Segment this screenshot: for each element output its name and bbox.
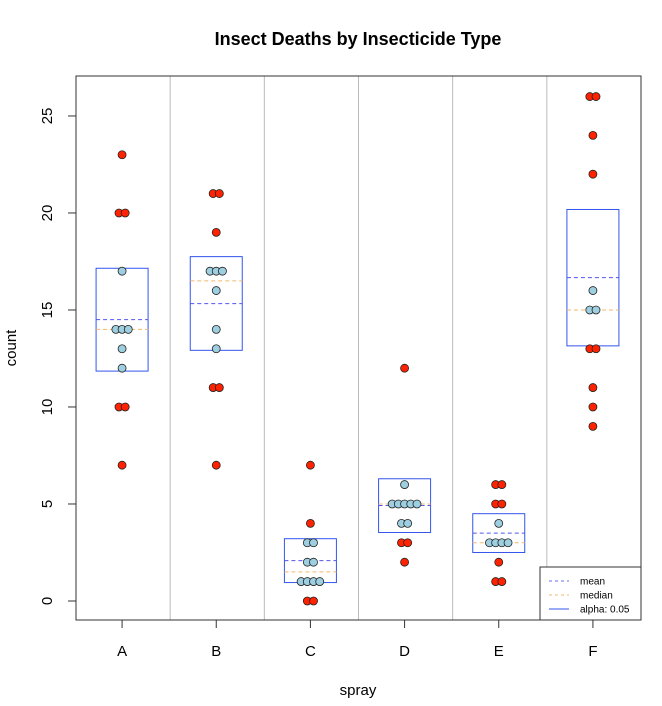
- y-tick-label: 5: [39, 500, 56, 508]
- legend-label: alpha: 0.05: [580, 605, 630, 616]
- x-tick-label: E: [494, 643, 504, 660]
- data-point-inside: [403, 518, 413, 528]
- data-point-outside: [494, 557, 504, 567]
- data-point-outside: [120, 208, 130, 218]
- data-point-outside: [591, 92, 601, 101]
- group-separators: [169, 76, 548, 620]
- x-tick-label: C: [305, 643, 316, 660]
- x-axis-label: spray: [340, 682, 377, 699]
- y-tick-label: 10: [39, 399, 56, 416]
- y-tick-label: 25: [39, 108, 56, 125]
- data-point-outside: [403, 538, 413, 548]
- data-point-outside: [588, 402, 598, 412]
- data-point-outside: [588, 130, 598, 140]
- data-point-outside: [588, 421, 598, 431]
- data-point-outside: [309, 596, 318, 606]
- y-axis: 0 5 10 15 20 25: [39, 108, 76, 605]
- data-point-inside: [315, 577, 325, 586]
- data-point-outside: [588, 383, 598, 392]
- chart-title: Insect Deaths by Insecticide Type: [215, 29, 502, 49]
- data-point-inside: [218, 266, 227, 276]
- data-point-inside: [309, 557, 318, 567]
- data-point-outside: [211, 460, 221, 470]
- y-axis-label: count: [3, 329, 20, 367]
- data-point-outside: [214, 383, 224, 392]
- data-point-inside: [117, 363, 127, 373]
- data-point-inside: [123, 324, 133, 334]
- data-point-outside: [306, 518, 315, 528]
- x-tick-label: D: [399, 643, 410, 660]
- data-point-inside: [503, 538, 513, 548]
- data-point-outside: [497, 480, 507, 489]
- data-point-outside: [591, 344, 601, 354]
- plot-frame: [75, 75, 642, 621]
- y-tick-label: 15: [39, 302, 56, 319]
- x-tick-label: F: [588, 643, 597, 660]
- data-point-outside: [400, 363, 409, 373]
- ci-boxes: [95, 208, 620, 584]
- legend: mean median alpha: 0.05: [539, 566, 642, 621]
- data-point-inside: [588, 286, 598, 295]
- data-point-outside: [117, 460, 127, 470]
- data-point-outside: [497, 577, 507, 586]
- data-point-inside: [309, 538, 318, 548]
- data-point-inside: [494, 518, 504, 528]
- data-point-inside: [211, 344, 221, 354]
- data-point-outside: [214, 189, 224, 198]
- data-point-outside: [306, 460, 315, 470]
- legend-box: [539, 566, 642, 621]
- x-tick-label: A: [117, 643, 127, 660]
- data-point-inside: [211, 286, 221, 295]
- data-point-outside: [211, 227, 221, 237]
- y-tick-label: 0: [39, 597, 56, 605]
- data-point-inside: [117, 344, 127, 354]
- data-point-inside: [117, 266, 127, 276]
- data-point-inside: [412, 499, 422, 509]
- data-points: [111, 92, 601, 606]
- data-point-inside: [591, 305, 601, 315]
- data-point-outside: [117, 150, 127, 160]
- data-point-outside: [497, 499, 507, 509]
- data-point-outside: [400, 557, 409, 567]
- data-point-outside: [588, 169, 598, 179]
- legend-label: mean: [580, 577, 605, 588]
- data-point-outside: [120, 402, 130, 412]
- x-axis: A B C D E F: [117, 620, 598, 660]
- data-point-inside: [400, 480, 409, 489]
- data-point-inside: [211, 324, 221, 334]
- legend-label: median: [580, 591, 613, 602]
- x-tick-label: B: [211, 643, 221, 660]
- y-tick-label: 20: [39, 205, 56, 222]
